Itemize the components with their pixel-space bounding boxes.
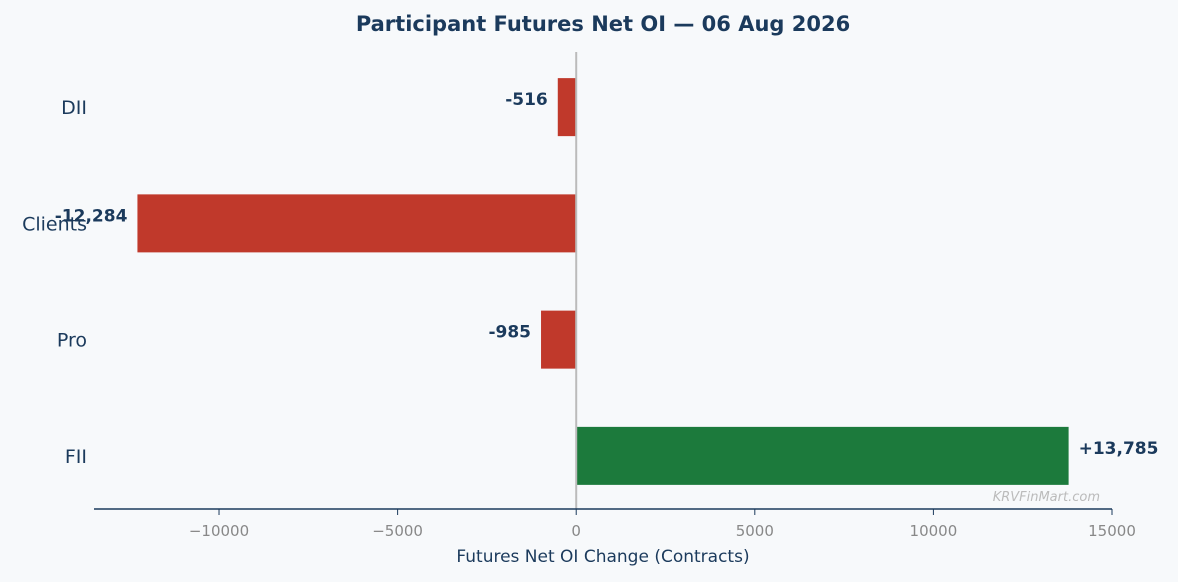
x-tick-label: 15000: [1088, 522, 1136, 540]
x-axis-ticks: −10000 −5000 0 5000 10000 15000: [189, 509, 1136, 540]
x-tick-label: 0: [571, 522, 581, 540]
bar-fii: [576, 426, 1069, 485]
bar-dii: [557, 78, 577, 137]
data-label-pro: -985: [488, 323, 531, 343]
x-tick-label: 10000: [910, 522, 958, 540]
bar-clients: [137, 194, 577, 253]
category-label-fii: FII: [65, 446, 87, 468]
bars-group: [137, 78, 1069, 485]
category-label-dii: DII: [61, 97, 87, 119]
x-tick-label: 5000: [736, 522, 774, 540]
category-label-clients: Clients: [22, 213, 87, 235]
x-tick-label: −10000: [189, 522, 249, 540]
x-axis-label: Futures Net OI Change (Contracts): [456, 547, 749, 567]
data-label-dii: -516: [505, 90, 548, 110]
category-label-pro: Pro: [57, 330, 87, 352]
data-label-clients: -12,284: [55, 206, 128, 226]
data-labels: -516 -12,284 -985 +13,785: [55, 90, 1159, 459]
data-label-fii: +13,785: [1079, 439, 1159, 459]
category-labels: DII Clients Pro FII: [22, 97, 87, 468]
chart-title: Participant Futures Net OI — 06 Aug 2026: [356, 12, 850, 36]
x-tick-label: −5000: [372, 522, 423, 540]
watermark: KRVFinMart.com: [993, 490, 1100, 505]
bar-pro: [541, 310, 577, 369]
